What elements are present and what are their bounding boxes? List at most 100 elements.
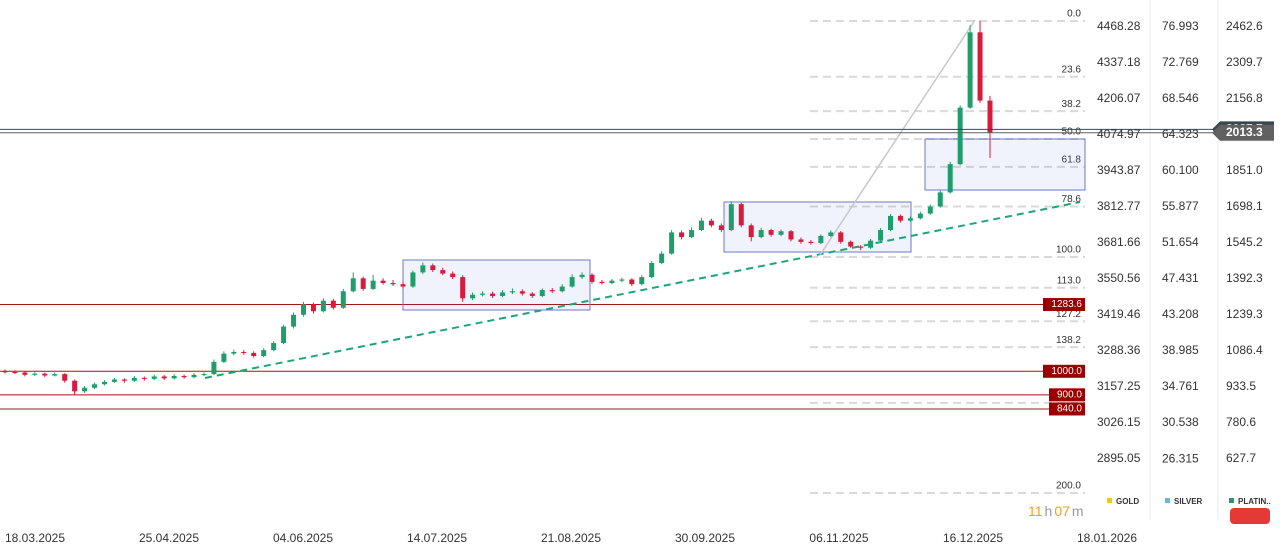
level-tag (1043, 364, 1085, 378)
fib-anchor-line (819, 19, 976, 256)
candle-body (838, 232, 844, 242)
candle-body (768, 230, 774, 235)
candle-body (291, 314, 297, 327)
button[interactable] (1230, 508, 1270, 524)
candle-body (778, 231, 784, 235)
candle-body (151, 376, 157, 379)
fib-label: 61.8 (1062, 154, 1082, 165)
candle-body (917, 213, 923, 219)
legend-swatch (1229, 498, 1234, 503)
candle-body (450, 273, 456, 278)
level-label: 840.0 (1057, 404, 1082, 415)
candle-body (519, 291, 525, 294)
candle-body (589, 274, 595, 282)
candle-body (609, 280, 615, 284)
x-tick-label: 18.01.2026 (1077, 531, 1137, 545)
y-tick-label: 38.985 (1162, 343, 1199, 357)
candle-body (858, 246, 864, 248)
y-tick-label: 68.546 (1162, 91, 1199, 105)
candle-body (400, 284, 406, 287)
candle-body (698, 220, 704, 231)
y-tick-label: 3550.56 (1097, 271, 1141, 285)
candle-body (330, 300, 336, 308)
timer-part: h (1045, 503, 1053, 519)
y-tick-label: 4468.28 (1097, 19, 1141, 33)
candle-body (22, 372, 28, 375)
y-tick-label: 3288.36 (1097, 343, 1141, 357)
y-tick-label: 47.431 (1162, 271, 1199, 285)
x-tick-label: 14.07.2025 (407, 531, 467, 545)
y-tick-label: 1851.0 (1226, 163, 1263, 177)
timer-part: 11 (1028, 503, 1043, 519)
candle-body (718, 225, 724, 231)
y-tick-label: 1545.2 (1226, 235, 1263, 249)
y-tick-label: 76.993 (1162, 19, 1199, 33)
y-tick-label: 4206.07 (1097, 91, 1141, 105)
candle-body (679, 232, 685, 238)
candle-body (131, 377, 137, 381)
candle-body (380, 280, 386, 284)
candle-body (509, 291, 515, 293)
candle-body (350, 278, 356, 292)
candle-body (181, 376, 187, 378)
fib-label: 38.2 (1062, 99, 1082, 110)
candle-body (669, 232, 675, 254)
candle-body (748, 225, 754, 238)
legend-label: PLATIN.. (1238, 497, 1271, 506)
candle-body (171, 376, 177, 379)
y-tick-label: 60.100 (1162, 163, 1199, 177)
candle-body (320, 300, 326, 312)
candle-body (281, 326, 287, 344)
timer-part: 07 (1054, 503, 1070, 519)
level-tag (1049, 388, 1085, 402)
fib-label: 100.0 (1056, 245, 1081, 256)
timer-part: m (1072, 503, 1084, 519)
fib-label: 127.2 (1056, 309, 1081, 320)
fib-label: 0.0 (1067, 9, 1081, 20)
y-tick-label: 2156.8 (1226, 91, 1263, 105)
candle-body (211, 361, 217, 375)
candle-body (569, 277, 575, 287)
candle-body (161, 376, 167, 379)
y-tick-label: 43.208 (1162, 307, 1199, 321)
candle-body (2, 371, 8, 373)
candle-body (888, 215, 894, 231)
candle-body (310, 304, 316, 312)
candle-body (579, 274, 585, 278)
y-tick-label: 3681.66 (1097, 235, 1141, 249)
candle-body (360, 278, 366, 289)
candle-body (808, 241, 814, 244)
candle-body (987, 100, 993, 133)
candle-body (251, 352, 257, 356)
candle-body (231, 351, 237, 354)
candle-body (440, 270, 446, 274)
y-tick-label: 2895.05 (1097, 451, 1141, 465)
candle-body (141, 377, 147, 379)
y-tick-label: 3419.46 (1097, 307, 1141, 321)
level-tag (1043, 298, 1085, 312)
candle-body (957, 107, 963, 165)
x-tick-label: 06.11.2025 (809, 531, 868, 545)
candle-body (490, 293, 496, 296)
trend-line (204, 201, 1081, 379)
y-tick-label: 1392.3 (1226, 271, 1263, 285)
candle-body (828, 232, 834, 236)
y-tick-label: 3943.87 (1097, 163, 1141, 177)
y-tick-label: 51.654 (1162, 235, 1199, 249)
legend-swatch (1165, 498, 1170, 503)
candle-body (897, 215, 903, 221)
candle-body (798, 239, 804, 242)
y-tick-label: 3157.25 (1097, 379, 1141, 393)
candle-body (708, 220, 714, 226)
candle-body (758, 230, 764, 238)
fib-label: 23.6 (1062, 64, 1082, 75)
y-tick-label: 4074.97 (1097, 127, 1141, 141)
candle-body (649, 263, 655, 278)
candle-body (300, 304, 306, 315)
candle-body (529, 293, 535, 296)
candle-body (261, 350, 267, 356)
candle-body (460, 277, 466, 299)
candle-body (340, 291, 346, 308)
candle-body (82, 387, 88, 392)
